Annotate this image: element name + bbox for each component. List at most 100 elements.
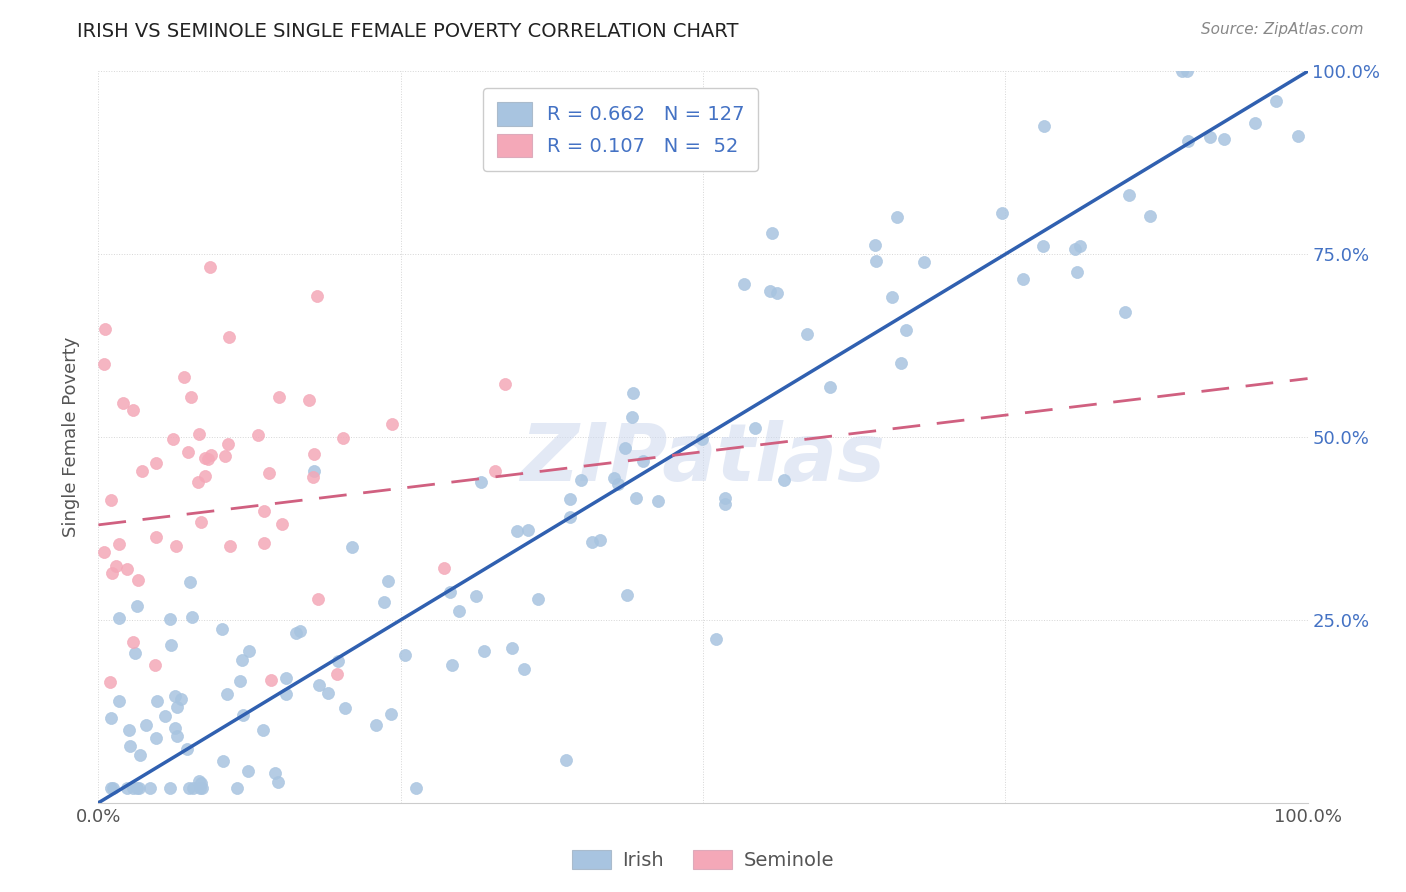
Irish: [188, 774, 211, 789]
Seminole: [218, 329, 240, 343]
Irish: [326, 654, 349, 668]
Irish: [215, 687, 238, 701]
Irish: [894, 323, 917, 337]
Irish: [373, 594, 395, 608]
Irish: [264, 765, 287, 780]
Irish: [1198, 130, 1220, 145]
Seminole: [187, 475, 209, 489]
Seminole: [165, 540, 187, 554]
Seminole: [326, 667, 349, 681]
Seminole: [100, 566, 122, 580]
Irish: [558, 491, 581, 506]
Seminole: [104, 559, 127, 574]
Irish: [603, 471, 626, 485]
Irish: [991, 206, 1014, 220]
Irish: [465, 589, 488, 603]
Seminole: [194, 469, 217, 483]
Irish: [231, 653, 253, 667]
Seminole: [302, 446, 325, 460]
Text: Source: ZipAtlas.com: Source: ZipAtlas.com: [1201, 22, 1364, 37]
Irish: [713, 491, 735, 506]
Irish: [744, 421, 766, 435]
Irish: [120, 739, 142, 753]
Irish: [614, 442, 637, 456]
Irish: [472, 644, 495, 658]
Irish: [159, 612, 181, 626]
Irish: [128, 781, 150, 796]
Irish: [166, 729, 188, 743]
Irish: [1114, 305, 1136, 319]
Irish: [620, 409, 643, 424]
Irish: [1286, 128, 1309, 143]
Irish: [818, 380, 841, 394]
Seminole: [307, 592, 329, 607]
Irish: [1213, 132, 1236, 146]
Seminole: [269, 390, 291, 404]
Seminole: [93, 545, 115, 559]
Irish: [1069, 239, 1091, 253]
Seminole: [190, 515, 212, 529]
Irish: [621, 385, 644, 400]
Irish: [226, 781, 249, 796]
Irish: [1265, 95, 1288, 109]
Irish: [211, 622, 233, 636]
Irish: [606, 477, 628, 491]
Irish: [139, 781, 162, 796]
Irish: [1177, 134, 1199, 148]
Seminole: [253, 536, 276, 550]
Irish: [274, 671, 297, 685]
Seminole: [180, 390, 202, 404]
Seminole: [332, 431, 354, 445]
Irish: [191, 781, 214, 796]
Irish: [441, 657, 464, 672]
Irish: [163, 721, 186, 735]
Irish: [912, 255, 935, 269]
Irish: [1175, 64, 1198, 78]
Irish: [394, 648, 416, 663]
Irish: [335, 701, 357, 715]
Irish: [101, 781, 124, 796]
Irish: [863, 238, 886, 252]
Irish: [758, 285, 780, 299]
Irish: [100, 711, 122, 725]
Irish: [108, 611, 131, 625]
Irish: [115, 781, 138, 796]
Irish: [179, 781, 201, 796]
Seminole: [177, 444, 200, 458]
Irish: [377, 574, 399, 588]
Irish: [631, 454, 654, 468]
Irish: [882, 290, 904, 304]
Irish: [160, 638, 183, 652]
Seminole: [162, 433, 184, 447]
Y-axis label: Single Female Poverty: Single Female Poverty: [62, 337, 80, 537]
Seminole: [253, 504, 276, 518]
Seminole: [433, 560, 456, 574]
Irish: [155, 709, 177, 723]
Irish: [308, 678, 330, 692]
Seminole: [122, 635, 145, 649]
Irish: [506, 524, 529, 539]
Irish: [188, 781, 211, 796]
Seminole: [260, 673, 283, 687]
Seminole: [100, 493, 122, 508]
Irish: [290, 624, 312, 639]
Seminole: [302, 470, 325, 484]
Irish: [761, 227, 783, 241]
Irish: [1064, 242, 1087, 256]
Seminole: [257, 466, 280, 480]
Irish: [1032, 120, 1054, 134]
Legend: Irish, Seminole: Irish, Seminole: [564, 842, 842, 878]
Irish: [555, 753, 578, 767]
Irish: [146, 694, 169, 708]
Seminole: [197, 451, 219, 466]
Irish: [342, 540, 364, 554]
Irish: [267, 774, 290, 789]
Irish: [302, 464, 325, 478]
Seminole: [173, 370, 195, 384]
Irish: [129, 747, 152, 762]
Seminole: [484, 465, 506, 479]
Irish: [1118, 188, 1140, 202]
Irish: [647, 493, 669, 508]
Irish: [890, 356, 912, 370]
Irish: [380, 706, 402, 721]
